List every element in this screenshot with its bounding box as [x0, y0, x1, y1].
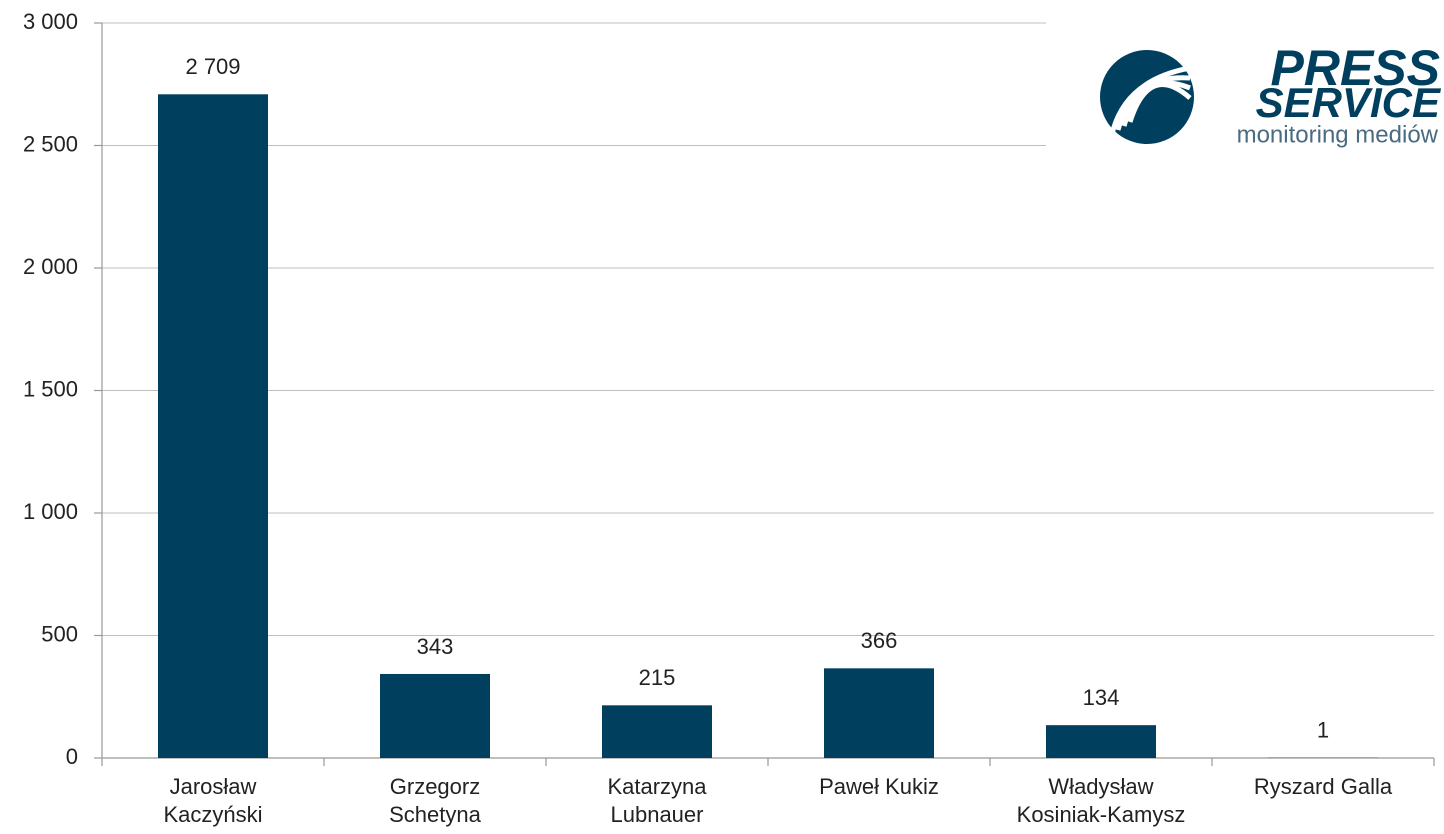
x-tick-label: Grzegorz [390, 774, 480, 799]
data-label: 1 [1317, 718, 1329, 743]
y-tick-label: 2 500 [23, 131, 78, 156]
x-tick-label: Jarosław [170, 774, 257, 799]
bar [824, 668, 934, 758]
y-tick-label: 500 [41, 621, 78, 646]
bar [602, 705, 712, 758]
data-label: 134 [1083, 685, 1120, 710]
bar [380, 673, 490, 758]
x-tick-label: Kosiniak-Kamysz [1017, 802, 1186, 827]
x-tick-label: Lubnauer [611, 802, 704, 827]
x-tick-label: Paweł Kukiz [819, 774, 939, 799]
y-tick-label: 2 000 [23, 254, 78, 279]
data-label: 366 [861, 628, 898, 653]
x-tick-label: Katarzyna [607, 774, 707, 799]
data-label: 215 [639, 665, 676, 690]
y-tick-label: 3 000 [23, 9, 78, 34]
logo-tagline: monitoring mediów [1237, 121, 1439, 148]
x-tick-label: Ryszard Galla [1254, 774, 1393, 799]
bar [158, 94, 268, 759]
y-tick-label: 0 [66, 744, 78, 769]
y-tick-label: 1 500 [23, 376, 78, 401]
logo-text: PRESS [1270, 40, 1440, 96]
data-label: 343 [417, 634, 454, 659]
logo-swoosh [1127, 82, 1192, 123]
logo-text: SERVICE [1256, 79, 1442, 126]
x-tick-label: Kaczyński [163, 802, 262, 827]
bar [1046, 725, 1156, 758]
x-tick-label: Władysław [1048, 774, 1153, 799]
x-tick-label: Schetyna [389, 802, 481, 827]
data-label: 2 709 [185, 54, 240, 79]
y-tick-label: 1 000 [23, 499, 78, 524]
